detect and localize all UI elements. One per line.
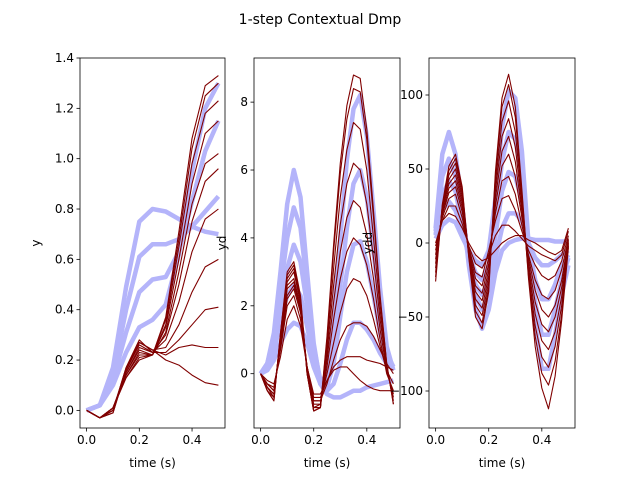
- x-tick-label: 0.4: [182, 433, 201, 447]
- demo-series-line-2: [258, 205, 395, 393]
- y-tick-label: 0: [240, 367, 248, 381]
- y-tick-label: 0.4: [55, 303, 74, 317]
- subplot-acceleration: 0.0 0.2 0.4 −100 −50 0 50 100 time (s) ydd: [361, 57, 576, 470]
- x-tick-label: 0.2: [479, 433, 498, 447]
- y-tick-label: 0.2: [55, 353, 74, 367]
- generated-series-line-1: [435, 212, 569, 262]
- y-tick-label: 4: [240, 231, 248, 245]
- x-tick-label: 0.0: [426, 433, 445, 447]
- y-tick-label: 0.0: [55, 403, 74, 417]
- generated-series-line-4: [435, 175, 569, 300]
- y-tick-label: 100: [400, 88, 423, 102]
- y-tick-label: 0.8: [55, 202, 74, 216]
- generated-series-line-10: [260, 74, 394, 412]
- y-tick-label: 1.4: [55, 51, 74, 65]
- demo-series-line-5: [433, 88, 571, 372]
- generated-series-line-6: [435, 135, 569, 333]
- y-tick-label: 6: [240, 163, 248, 177]
- x-tick-label: 0.2: [304, 433, 323, 447]
- plot-area: [85, 75, 221, 419]
- generated-series-line-3: [435, 193, 569, 281]
- y-axis-label: ydd: [361, 232, 375, 254]
- demo-series-line-3: [258, 239, 396, 390]
- x-axis-label: time (s): [479, 456, 526, 470]
- x-axis-label: time (s): [129, 456, 176, 470]
- y-tick-label: 8: [240, 95, 248, 109]
- y-tick-label: 1.0: [55, 152, 74, 166]
- y-axis-label: yd: [215, 236, 229, 251]
- x-tick-label: 0.0: [251, 433, 270, 447]
- subplot-position: 0.0 0.2 0.4 0.0 0.2 0.4 0.6 0.8 1.0 1.2 1.4 time (s…: [29, 51, 226, 470]
- plot-area: [433, 73, 571, 410]
- generated-series-line-8: [435, 100, 569, 368]
- generated-series-line-7: [435, 118, 569, 351]
- axes-frame: [253, 57, 401, 429]
- demo-series-line-3: [85, 119, 221, 413]
- figure-title: 1-step Contextual Dmp: [239, 12, 402, 28]
- y-tick-label: 1.2: [55, 101, 74, 115]
- demo-series-line-1: [258, 167, 394, 400]
- generated-series-line-7: [86, 120, 219, 419]
- axes-frame: [79, 57, 226, 429]
- y-tick-label: 2: [240, 299, 248, 313]
- x-tick-label: 0.0: [77, 433, 96, 447]
- generated-series-line-5: [435, 153, 569, 318]
- generated-series-line-9: [435, 84, 569, 386]
- generated-series-line-6: [86, 153, 219, 419]
- y-tick-label: 0.6: [55, 252, 74, 266]
- y-tick-label: −50: [398, 310, 423, 324]
- y-tick-label: 50: [408, 162, 423, 176]
- demo-series-line-4: [85, 82, 221, 413]
- generated-series-line-10: [435, 73, 569, 410]
- y-tick-label: −100: [390, 384, 423, 398]
- x-tick-label: 0.4: [357, 433, 376, 447]
- y-tick-label: 0: [415, 236, 423, 250]
- subplot-velocity: 0.0 0.2 0.4 0 2 4 6 8 time (s) yd: [215, 57, 401, 470]
- plot-area: [258, 74, 396, 412]
- generated-series-line-2: [86, 306, 219, 419]
- generated-series-line-2: [435, 205, 569, 269]
- x-axis-label: time (s): [304, 456, 351, 470]
- x-tick-label: 0.2: [130, 433, 149, 447]
- generated-series-line-10: [86, 75, 219, 419]
- demo-series-line-4: [433, 129, 571, 338]
- generated-series-line-11: [86, 341, 219, 419]
- y-axis-label: y: [29, 239, 43, 246]
- demo-series-line-1: [85, 206, 219, 413]
- generated-series-line-2: [260, 295, 394, 398]
- x-tick-label: 0.4: [532, 433, 551, 447]
